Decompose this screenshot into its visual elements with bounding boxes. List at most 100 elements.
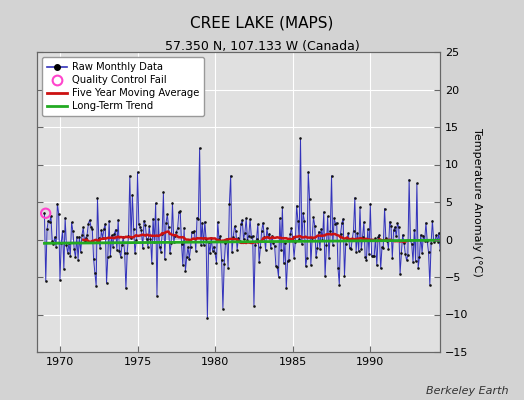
Point [279,260,288,266]
Point [347,246,355,252]
Point [202,236,210,242]
Point [294,218,302,224]
Point [184,244,192,250]
Point [433,238,442,245]
Point [194,216,202,222]
Point [198,220,206,226]
Point [40,210,49,216]
Point [159,189,168,195]
Point [71,254,80,261]
Point [394,220,402,227]
Point [355,248,363,254]
Point [106,252,115,259]
Point [431,237,439,244]
Point [401,250,409,257]
Point [41,278,50,284]
Point [97,227,105,234]
Point [323,213,332,220]
Point [196,242,205,248]
Point [325,255,333,261]
Point [102,280,111,286]
Point [215,236,223,243]
Point [387,222,395,229]
Point [367,252,376,259]
Point [396,270,404,277]
Point [79,224,88,231]
Point [300,218,309,224]
Point [423,238,431,245]
Point [350,227,358,234]
Text: 57.350 N, 107.133 W (Canada): 57.350 N, 107.133 W (Canada) [165,40,359,53]
Point [113,246,121,253]
Point [82,234,90,241]
Point [379,245,387,251]
Point [290,254,298,261]
Point [308,235,316,241]
Point [383,237,391,244]
Point [219,305,227,312]
Point [66,252,74,259]
Point [143,236,151,242]
Point [264,234,272,240]
Point [370,253,378,259]
Point [352,248,361,255]
Point [410,227,419,233]
Point [317,226,325,232]
Point [148,260,156,266]
Point [154,216,162,222]
Point [91,270,99,276]
Point [402,257,411,263]
Point [357,246,365,252]
Point [193,215,201,221]
Point [188,229,196,235]
Point [187,244,195,250]
Point [272,263,280,269]
Point [96,245,104,251]
Point [247,234,256,240]
Point [388,254,397,261]
Point [380,205,389,212]
Point [283,257,292,264]
Point [210,243,218,250]
Point [406,237,414,244]
Point [173,225,182,231]
Point [335,281,344,288]
Point [261,246,270,253]
Point [422,220,430,226]
Point [289,235,297,242]
Point [305,196,314,202]
Point [168,200,177,206]
Point [90,256,98,262]
Point [263,225,271,231]
Point [285,257,293,263]
Point [365,250,373,257]
Point [116,254,125,260]
Point [204,238,213,245]
Point [364,226,372,232]
Point [226,172,235,179]
Point [69,228,77,234]
Point [267,245,275,252]
Point [259,220,267,226]
Point [246,216,254,222]
Point [61,215,69,221]
Point [122,285,130,292]
Point [376,265,385,272]
Point [420,238,429,244]
Point [158,230,166,237]
Point [229,234,237,240]
Point [105,218,113,224]
Point [439,246,447,252]
Point [114,217,122,223]
Point [299,210,307,216]
Point [233,246,242,253]
Point [326,228,334,235]
Point [311,222,319,229]
Point [77,249,85,255]
Point [93,195,102,201]
Point [413,180,421,186]
Point [185,256,193,262]
Point [60,266,68,272]
Point [419,232,428,239]
Point [436,246,444,253]
